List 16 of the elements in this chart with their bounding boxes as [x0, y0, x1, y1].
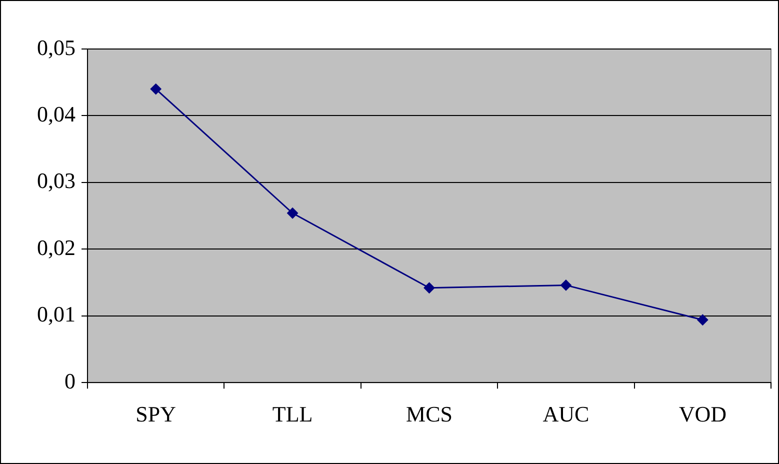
x-tick-label: SPY	[136, 402, 176, 427]
x-tick-label: VOD	[678, 402, 726, 427]
x-tick-label: AUC	[542, 402, 590, 427]
y-tick-label: 0,01	[37, 302, 76, 327]
y-tick-label: 0	[64, 368, 76, 394]
point	[560, 280, 572, 291]
point	[287, 208, 298, 219]
y-tick-label: 0,03	[37, 168, 76, 194]
y-tick-label: 0,02	[37, 234, 76, 260]
y-tick-label: 0,04	[37, 102, 76, 126]
point	[697, 314, 708, 326]
x-tick-label: MCS	[406, 402, 452, 427]
x-tick-label: TLL	[272, 402, 313, 427]
point	[424, 282, 435, 294]
y-tick-label: 0,05	[37, 34, 76, 60]
point	[150, 84, 162, 95]
